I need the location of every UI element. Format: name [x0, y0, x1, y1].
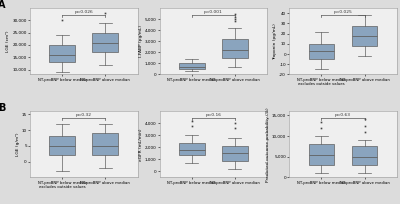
Y-axis label: Predicted outcome probability (%): Predicted outcome probability (%)	[266, 107, 270, 182]
Y-axis label: eGFR (mL/min): eGFR (mL/min)	[138, 128, 142, 161]
Y-axis label: LGE (cm²): LGE (cm²)	[6, 31, 10, 52]
Text: p=0.32: p=0.32	[76, 113, 92, 117]
Y-axis label: I-FABP (pg/mL): I-FABP (pg/mL)	[138, 25, 142, 57]
Text: B: B	[0, 103, 5, 113]
Text: A: A	[0, 0, 5, 10]
PathPatch shape	[49, 45, 75, 62]
PathPatch shape	[352, 26, 378, 46]
PathPatch shape	[92, 33, 118, 52]
PathPatch shape	[308, 144, 334, 165]
PathPatch shape	[179, 143, 205, 155]
Text: p=0.16: p=0.16	[206, 113, 222, 117]
Y-axis label: Troponin (pg/mL): Troponin (pg/mL)	[273, 23, 277, 60]
PathPatch shape	[222, 146, 248, 161]
PathPatch shape	[352, 146, 378, 165]
Text: p<0.025: p<0.025	[334, 10, 352, 14]
Y-axis label: LGE (g/m²): LGE (g/m²)	[16, 133, 20, 156]
PathPatch shape	[222, 39, 248, 58]
Text: p<0.001: p<0.001	[204, 10, 223, 14]
PathPatch shape	[308, 44, 334, 59]
Text: p=0.63: p=0.63	[335, 113, 351, 117]
PathPatch shape	[92, 133, 118, 155]
Text: p=0.026: p=0.026	[74, 10, 93, 14]
PathPatch shape	[179, 63, 205, 69]
PathPatch shape	[49, 136, 75, 155]
